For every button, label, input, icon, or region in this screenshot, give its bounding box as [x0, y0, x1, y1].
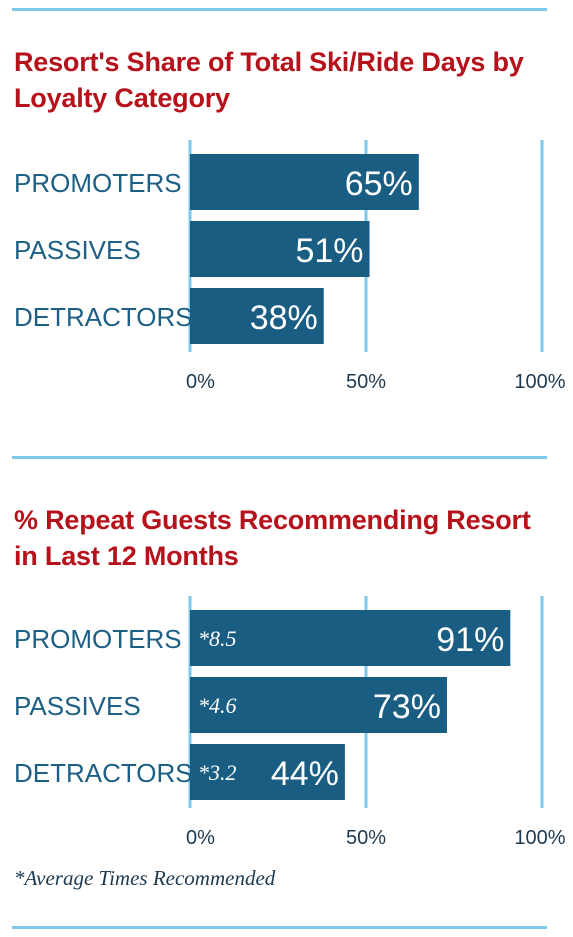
footnote: *Average Times Recommended — [14, 866, 276, 890]
tick-label: 50% — [346, 371, 386, 393]
tick-label: 0% — [186, 827, 215, 849]
value-label: 38% — [250, 299, 318, 337]
bar-note-label: *4.6 — [198, 693, 237, 718]
bar-detractors — [190, 288, 324, 344]
category-label: PASSIVES — [14, 691, 141, 721]
category-label: PROMOTERS — [14, 624, 182, 654]
bar-passives — [190, 677, 447, 733]
chart2-title: % Repeat Guests Recommending Resort in L… — [14, 505, 531, 571]
value-label: 65% — [345, 165, 413, 203]
category-label: PASSIVES — [14, 235, 141, 265]
chart1-title: Resort's Share of Total Ski/Ride Days by… — [14, 47, 524, 113]
chart2-plot: PROMOTERS 91% *8.5 PASSIVES 73% *4.6 DETRACTOR… — [0, 596, 573, 861]
bar-promoters — [190, 154, 419, 210]
category-label: DETRACTORS — [14, 302, 193, 332]
bar-note-label: *8.5 — [198, 626, 237, 651]
bar-note-label: *3.2 — [198, 760, 237, 785]
value-label: 44% — [271, 755, 339, 793]
bottom-divider — [12, 926, 547, 929]
middle-divider — [12, 456, 547, 459]
category-label: DETRACTORS — [14, 758, 193, 788]
value-label: 51% — [295, 232, 363, 270]
tick-label: 0% — [186, 371, 215, 393]
top-divider — [12, 8, 547, 11]
value-label: 91% — [436, 621, 504, 659]
value-label: 73% — [373, 688, 441, 726]
bar-promoters — [190, 610, 511, 666]
chart1-plot: PROMOTERS 65% PASSIVES 51% DETRACTORS 38% 0% 50… — [0, 140, 573, 405]
category-label: PROMOTERS — [14, 168, 182, 198]
tick-label: 100% — [514, 371, 565, 393]
bar-passives — [190, 221, 370, 277]
tick-label: 50% — [346, 827, 386, 849]
chart1-svg: PROMOTERS 65% PASSIVES 51% DETRACTORS 38% 0% 50… — [14, 140, 566, 393]
tick-label: 100% — [514, 827, 565, 849]
bar-detractors — [190, 744, 345, 800]
chart2-svg: PROMOTERS 91% *8.5 PASSIVES 73% *4.6 DETRACTOR… — [14, 596, 566, 849]
